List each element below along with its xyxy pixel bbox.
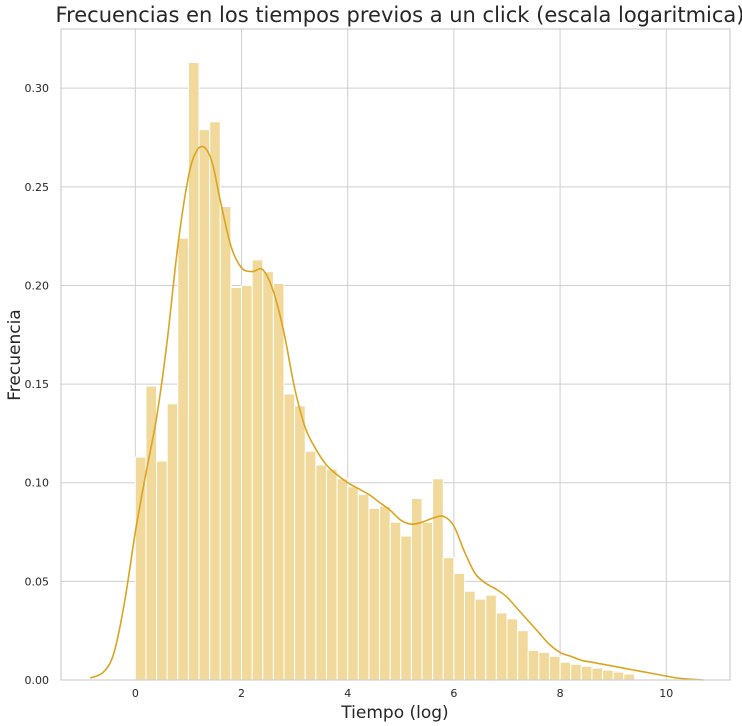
histogram-bar — [241, 284, 253, 681]
histogram-bar — [453, 572, 466, 681]
histogram-bar — [612, 671, 625, 681]
histogram-bar — [251, 259, 264, 681]
histogram-bar — [357, 494, 370, 681]
histogram-bar — [315, 464, 327, 681]
histogram-bar — [517, 630, 529, 681]
x-tick-label: 4 — [344, 687, 351, 700]
y-tick-label: 0.05 — [25, 575, 50, 588]
histogram-bar — [379, 505, 391, 681]
histogram-bar — [134, 456, 147, 681]
histogram-bar — [209, 121, 221, 681]
y-tick-label: 0.00 — [25, 674, 50, 687]
x-tick-label: 2 — [238, 687, 245, 700]
y-tick-label: 0.20 — [25, 279, 50, 292]
histogram-bar — [166, 403, 179, 681]
histogram-bar — [591, 667, 604, 681]
y-tick-label: 0.25 — [25, 181, 50, 194]
histogram-bar — [506, 618, 519, 681]
histogram-bar — [432, 478, 444, 681]
histogram-bar — [548, 655, 561, 681]
histogram-bar — [283, 393, 296, 681]
x-tick-labels: 0 2 4 6 8 10 — [132, 687, 673, 700]
x-tick-label: 10 — [659, 687, 673, 700]
histogram-bar — [410, 498, 423, 681]
histogram-bar — [442, 557, 455, 681]
histogram-bar — [485, 594, 497, 681]
histogram-bar — [219, 206, 232, 681]
histogram-bar — [347, 486, 359, 681]
histogram-bar — [623, 673, 635, 681]
histogram-bar — [262, 271, 274, 681]
histogram-bar — [294, 405, 306, 681]
histogram-bar — [368, 507, 381, 681]
histogram-bar — [527, 649, 540, 681]
density-curve — [89, 145, 704, 681]
histogram-bar — [272, 282, 285, 681]
x-axis-label: Tiempo (log) — [340, 703, 448, 723]
x-tick-label: 8 — [557, 687, 564, 700]
y-axis-label: Frecuencia — [5, 309, 25, 400]
histogram-bar — [464, 590, 476, 681]
histogram-bar — [570, 663, 582, 681]
histogram-bar — [325, 468, 338, 681]
histogram-bar — [156, 460, 168, 681]
y-tick-label: 0.15 — [25, 378, 50, 391]
histogram-bar — [602, 669, 614, 681]
histogram-bar — [336, 478, 349, 681]
y-tick-label: 0.30 — [25, 82, 50, 95]
histogram-bar — [559, 661, 572, 681]
histogram-bar — [580, 665, 593, 681]
histogram-bar — [177, 237, 189, 681]
chart-title: Frecuencias en los tiempos previos a un … — [56, 3, 742, 27]
histogram-bar — [474, 598, 487, 681]
plot-frame — [60, 28, 731, 681]
histogram-bar — [400, 535, 412, 681]
y-tick-label: 0.10 — [25, 477, 50, 490]
y-tick-labels: 0.00 0.05 0.10 0.15 0.20 0.25 0.30 — [25, 82, 50, 687]
histogram-bar — [538, 651, 550, 681]
histogram-bar — [495, 612, 508, 681]
x-tick-label: 6 — [450, 687, 457, 700]
histogram-bar — [421, 521, 434, 681]
histogram-bar — [304, 450, 317, 681]
x-tick-label: 0 — [132, 687, 139, 700]
histogram-bar — [198, 129, 211, 681]
histogram-bar — [389, 521, 402, 681]
histogram-bar — [230, 286, 243, 681]
